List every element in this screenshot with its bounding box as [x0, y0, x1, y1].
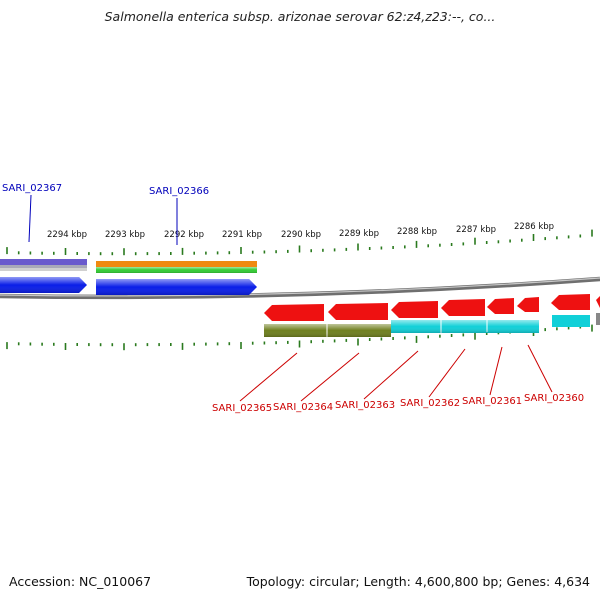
gene-label-minus[interactable]: SARI_02364 [273, 402, 333, 413]
gene-bar-purple[interactable] [0, 259, 87, 265]
gene-arrow-sari-02361[interactable] [487, 298, 514, 314]
gene-arrow-sari-02362[interactable] [441, 299, 485, 316]
label-leader-sari-02362 [428, 348, 466, 398]
gene-bar-grey-light [0, 268, 87, 271]
plus-strand-genes [0, 259, 257, 295]
gene-arrow-red-edge[interactable] [596, 296, 600, 308]
gene-label-minus[interactable]: SARI_02363 [335, 400, 395, 411]
label-leader-sari-02363 [363, 350, 419, 400]
gene-arrow-sari-02364[interactable] [328, 303, 388, 320]
tick-label: 2289 kbp [339, 229, 379, 239]
gene-arrow-sari-02365[interactable] [264, 304, 324, 321]
gene-bar-grey-edge [596, 313, 600, 325]
label-leader-sari-02364 [300, 352, 360, 402]
tick-label: 2290 kbp [281, 230, 321, 240]
gene-gloss [264, 324, 391, 337]
label-leader-sari-02361 [489, 346, 503, 396]
gene-label-minus[interactable]: SARI_02361 [462, 396, 522, 407]
label-leader-sari-02367 [28, 194, 32, 243]
gene-label-minus[interactable]: SARI_02365 [212, 403, 272, 414]
label-leader-sari-02365 [239, 352, 298, 402]
tick-label: 2287 kbp [456, 225, 496, 235]
tick-label: 2291 kbp [222, 230, 262, 240]
gene-gloss [96, 267, 257, 273]
gene-label-minus[interactable]: SARI_02360 [524, 393, 584, 404]
tick-labels: 2294 kbp 2293 kbp 2292 kbp 2291 kbp 2290… [47, 222, 554, 240]
gene-arrow-sari-02360-a[interactable] [517, 297, 539, 312]
gene-gloss [391, 320, 539, 333]
gene-label-plus[interactable]: SARI_02367 [2, 183, 62, 194]
accession-label: Accession: NC_010067 [9, 574, 152, 589]
tick-label: 2292 kbp [164, 230, 204, 240]
gene-bar-grey [0, 265, 87, 268]
minus-strand-genes [264, 294, 600, 337]
gene-gloss [96, 279, 257, 295]
chromosome-backbone-highlight [0, 277, 600, 297]
tick-label: 2286 kbp [514, 222, 554, 232]
gene-arrow-red[interactable] [551, 294, 590, 310]
gene-gloss [0, 277, 87, 293]
gene-label-minus[interactable]: SARI_02362 [400, 398, 460, 409]
gene-bar-orange[interactable] [96, 261, 257, 267]
label-leader-sari-02360 [527, 344, 553, 393]
tick-label: 2288 kbp [397, 227, 437, 237]
genome-summary: Topology: circular; Length: 4,600,800 bp… [246, 574, 590, 589]
map-title: Salmonella enterica subsp. arizonae sero… [104, 9, 496, 24]
tick-ruler-top [6, 229, 593, 256]
chromosome-backbone [0, 276, 600, 300]
tick-label: 2293 kbp [105, 230, 145, 240]
gene-bar-cyan-2[interactable] [552, 315, 590, 327]
tick-label: 2294 kbp [47, 230, 87, 240]
gene-label-plus[interactable]: SARI_02366 [149, 186, 209, 197]
gene-arrow-sari-02363[interactable] [391, 301, 438, 318]
